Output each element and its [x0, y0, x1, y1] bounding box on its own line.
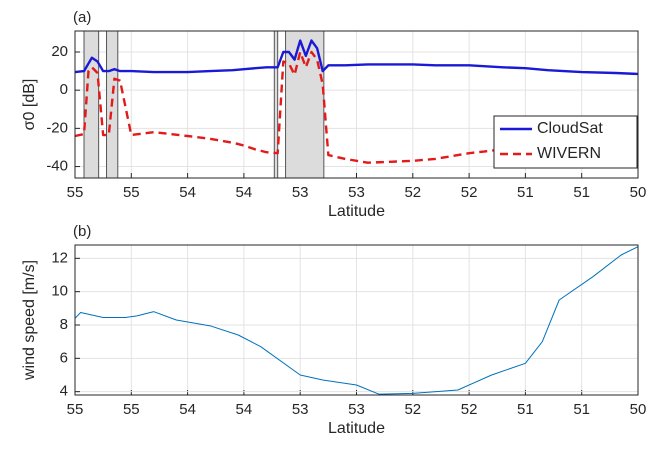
x-tick-label: 51 [517, 184, 534, 201]
y-tick-label: 12 [51, 249, 68, 266]
x-tick-label: 53 [348, 184, 365, 201]
x-tick-label: 50 [630, 184, 647, 201]
y-tick-label: 20 [51, 43, 68, 60]
x-tick-label: 50 [630, 401, 647, 418]
y-tick-label: -40 [46, 158, 68, 175]
x-tick-label: 51 [517, 401, 534, 418]
x-tick-label: 52 [404, 184, 421, 201]
x-tick-label: 53 [292, 401, 309, 418]
x-tick-label: 54 [179, 184, 196, 201]
x-tick-label: 54 [179, 401, 196, 418]
x-tick-label: 53 [348, 401, 365, 418]
data-line [74, 50, 639, 164]
x-tick-label: 52 [404, 401, 421, 418]
y-tick-label: 10 [51, 283, 68, 300]
data-line [74, 246, 639, 395]
legend-label: CloudSat [537, 120, 603, 137]
x-tick-label: 55 [67, 184, 84, 201]
x-tick-label: 51 [573, 184, 590, 201]
legend-box [493, 115, 638, 169]
legend-label: WIVERN [537, 145, 601, 162]
x-axis-label: Latitude [328, 420, 385, 437]
y-tick-label: 8 [60, 316, 68, 333]
x-tick-label: 53 [292, 184, 309, 201]
axes-box [74, 244, 639, 396]
axes-box [74, 30, 639, 179]
legend: CloudSat WIVERN [493, 115, 638, 169]
x-tick-label: 55 [123, 401, 140, 418]
shaded-region [83, 30, 100, 179]
x-tick-label: 54 [236, 401, 253, 418]
x-tick-label: 52 [461, 401, 478, 418]
x-tick-label: 52 [461, 184, 478, 201]
y-tick-label: -20 [46, 119, 68, 136]
y-axis-label: σ0 [dB] [21, 79, 38, 131]
panel-label: (b) [73, 223, 91, 240]
y-axis-label: wind speed [m/s] [21, 260, 38, 381]
x-tick-label: 54 [236, 184, 253, 201]
x-axis-label: Latitude [328, 203, 385, 220]
shaded-region [273, 30, 279, 179]
x-tick-label: 55 [67, 401, 84, 418]
y-tick-label: 0 [60, 81, 68, 98]
panel-label: (a) [73, 9, 91, 26]
x-tick-label: 55 [123, 184, 140, 201]
x-tick-label: 51 [573, 401, 590, 418]
y-tick-label: 4 [60, 383, 68, 400]
data-line [74, 39, 639, 76]
y-tick-label: 6 [60, 349, 68, 366]
